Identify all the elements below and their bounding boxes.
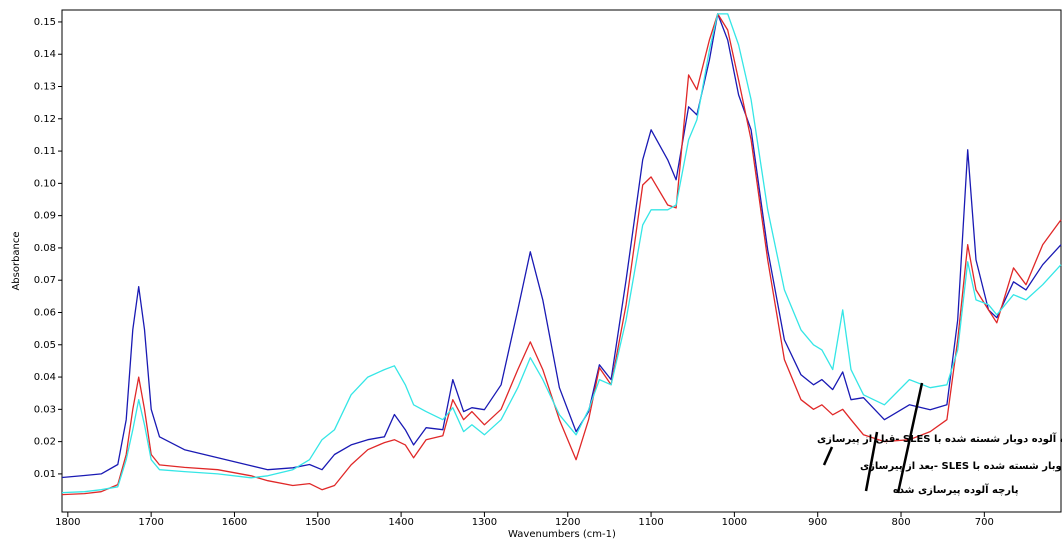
y-tick-label: 0.07 xyxy=(34,275,56,286)
plot-frame xyxy=(61,9,1062,513)
annotation-pointer xyxy=(864,431,879,492)
annotation: پارچه آلوده دوبار شسته شده با SLES -قبل … xyxy=(817,432,1062,445)
y-tick-label: 0.01 xyxy=(34,469,56,480)
spectrum-line xyxy=(61,13,1062,496)
x-tick-label: 800 xyxy=(891,517,910,528)
y-tick-label: 0.02 xyxy=(34,437,56,448)
annotation-pointer xyxy=(822,446,834,466)
y-tick-label: 0.11 xyxy=(34,146,56,157)
y-tick-label: 0.04 xyxy=(34,372,56,383)
y-tick-label: 0.06 xyxy=(34,307,56,318)
annotation-pointer xyxy=(896,382,924,494)
y-tick-label: 0.12 xyxy=(34,114,56,125)
y-tick-label: 0.10 xyxy=(34,178,56,189)
x-tick-label: 700 xyxy=(975,517,994,528)
x-tick-label: 1700 xyxy=(138,517,163,528)
x-tick-label: 1400 xyxy=(388,517,413,528)
y-tick-label: 0.03 xyxy=(34,404,56,415)
x-tick-label: 1000 xyxy=(722,517,747,528)
x-tick-label: 1300 xyxy=(472,517,497,528)
y-tick-label: 0.13 xyxy=(34,82,56,93)
x-tick-label: 1600 xyxy=(222,517,247,528)
x-axis-label: Wavenumbers (cm-1) xyxy=(508,529,616,540)
spectrum-line xyxy=(61,13,1062,494)
x-tick-label: 900 xyxy=(808,517,827,528)
y-tick-label: 0.05 xyxy=(34,340,56,351)
x-tick-label: 1200 xyxy=(555,517,580,528)
y-axis-label: Absorbance xyxy=(11,231,22,290)
annotation: پارچه آلوده پیرسازی شده xyxy=(893,483,1019,496)
y-tick-label: 0.08 xyxy=(34,243,56,254)
y-tick-label: 0.14 xyxy=(34,49,56,60)
y-tick-label: 0.15 xyxy=(34,17,56,28)
x-tick-label: 1100 xyxy=(638,517,663,528)
x-tick-label: 1800 xyxy=(55,517,80,528)
x-tick-label: 1500 xyxy=(305,517,330,528)
annotation: پارچه آلوده دوبار شسته شده با SLES -بعد … xyxy=(860,459,1062,472)
spectrum-line xyxy=(61,13,1062,479)
y-tick-label: 0.09 xyxy=(34,211,56,222)
